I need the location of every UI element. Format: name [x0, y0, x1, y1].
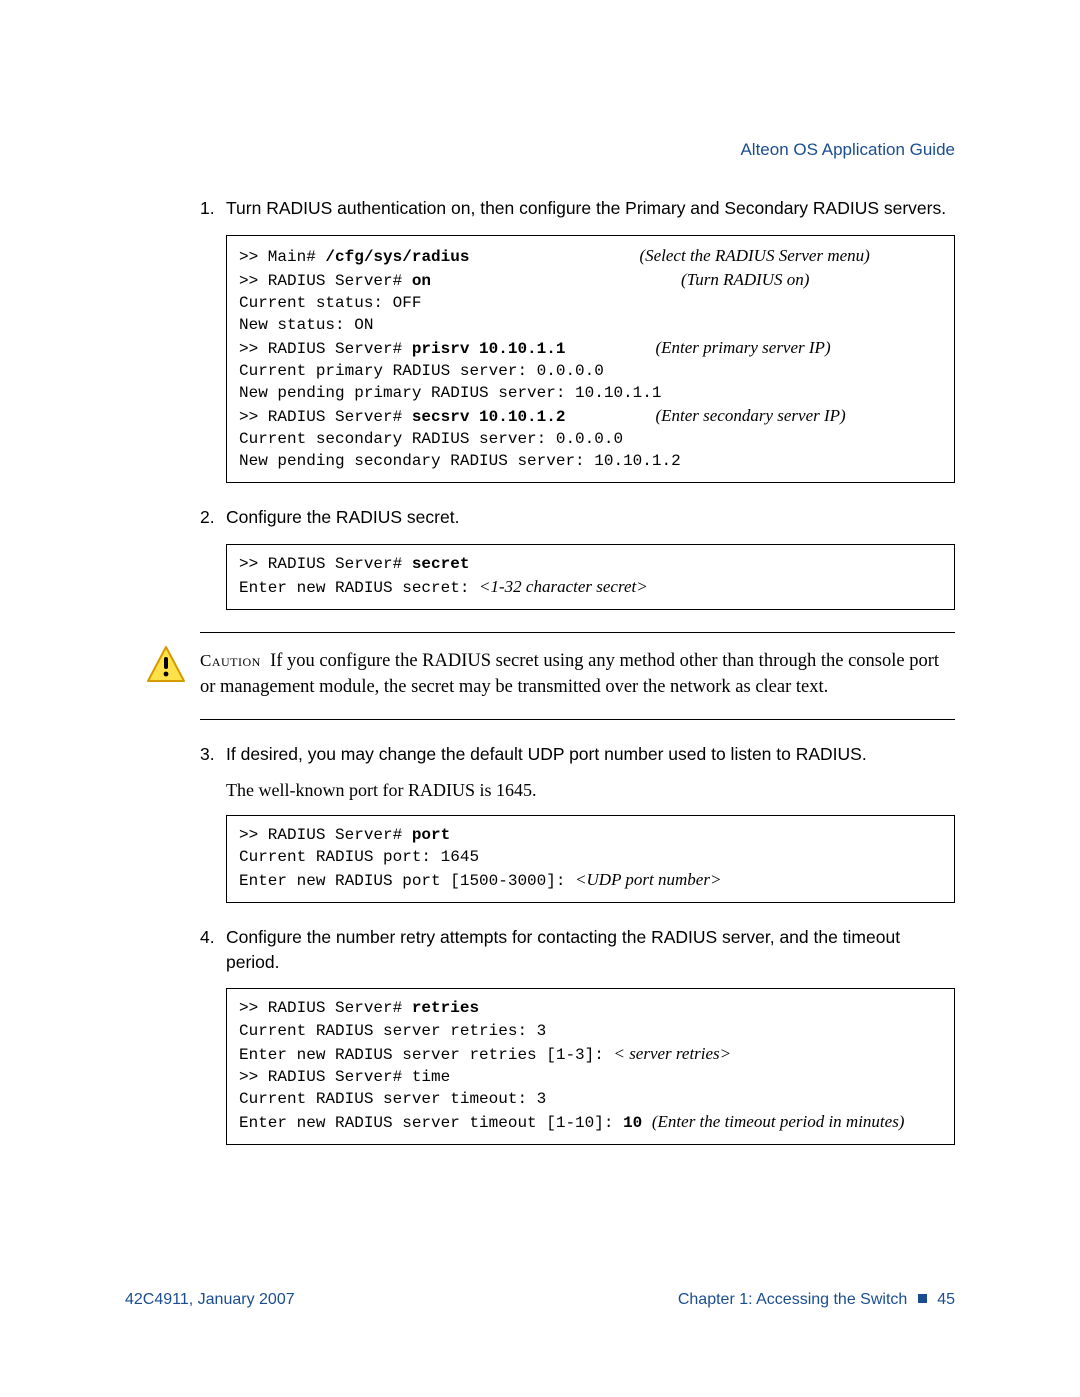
- step-2: 2. Configure the RADIUS secret.: [200, 505, 955, 530]
- page-footer: 42C4911, January 2007 Chapter 1: Accessi…: [125, 1291, 955, 1309]
- step-text: Configure the number retry attempts for …: [226, 925, 955, 974]
- code-annot: <UDP port number>: [575, 870, 721, 889]
- code-text: >> RADIUS Server#: [239, 555, 412, 573]
- code-annot: < server retries>: [613, 1044, 731, 1063]
- footer-right: Chapter 1: Accessing the Switch 45: [678, 1291, 955, 1309]
- code-cmd: secret: [412, 555, 470, 573]
- code-text: >> RADIUS Server#: [239, 272, 412, 290]
- step-number: 2.: [200, 505, 226, 530]
- code-text: >> RADIUS Server#: [239, 826, 412, 844]
- code-text: Current RADIUS port: 1645: [239, 846, 942, 868]
- code-text: >> RADIUS Server#: [239, 340, 412, 358]
- step-4: 4. Configure the number retry attempts f…: [200, 925, 955, 974]
- code-text: Enter new RADIUS port [1500-3000]:: [239, 872, 575, 890]
- code-text: Current status: OFF: [239, 292, 942, 314]
- warning-icon: [146, 645, 186, 683]
- code-cmd: port: [412, 826, 450, 844]
- code-annot: (Enter primary server IP): [655, 338, 830, 357]
- code-text: >> RADIUS Server# time: [239, 1066, 942, 1088]
- code-cmd: prisrv 10.10.1.1: [412, 340, 566, 358]
- code-block-4: >> RADIUS Server# retries Current RADIUS…: [226, 988, 955, 1144]
- step-text: Configure the RADIUS secret.: [226, 505, 955, 530]
- code-annot: (Turn RADIUS on): [681, 270, 809, 289]
- code-cmd: retries: [412, 999, 479, 1017]
- code-cmd: /cfg/sys/radius: [325, 248, 469, 266]
- caution-body: If you configure the RADIUS secret using…: [200, 651, 939, 697]
- footer-left: 42C4911, January 2007: [125, 1291, 295, 1309]
- step-1: 1. Turn RADIUS authentication on, then c…: [200, 196, 955, 221]
- code-annot: (Select the RADIUS Server menu): [639, 246, 869, 265]
- code-text: Enter new RADIUS server retries [1-3]:: [239, 1046, 613, 1064]
- step-3: 3. If desired, you may change the defaul…: [200, 742, 955, 767]
- code-cmd: on: [412, 272, 431, 290]
- code-text: Current secondary RADIUS server: 0.0.0.0: [239, 428, 942, 450]
- step-number: 4.: [200, 925, 226, 974]
- code-block-2: >> RADIUS Server# secret Enter new RADIU…: [226, 544, 955, 610]
- content-area: 1. Turn RADIUS authentication on, then c…: [200, 196, 955, 1167]
- caution-text: Caution If you configure the RADIUS secr…: [200, 649, 955, 701]
- code-cmd: 10: [623, 1114, 642, 1132]
- page-header: Alteon OS Application Guide: [740, 140, 955, 160]
- code-text: New pending primary RADIUS server: 10.10…: [239, 382, 942, 404]
- code-text: >> RADIUS Server#: [239, 999, 412, 1017]
- code-text: Enter new RADIUS server timeout [1-10]:: [239, 1114, 623, 1132]
- code-cmd: secsrv 10.10.1.2: [412, 408, 566, 426]
- step-text: If desired, you may change the default U…: [226, 742, 955, 767]
- step-text: Turn RADIUS authentication on, then conf…: [226, 196, 955, 221]
- step-number: 1.: [200, 196, 226, 221]
- code-block-3: >> RADIUS Server# port Current RADIUS po…: [226, 815, 955, 903]
- code-text: Enter new RADIUS secret:: [239, 579, 479, 597]
- code-text: >> Main#: [239, 248, 325, 266]
- step-3-paragraph: The well-known port for RADIUS is 1645.: [226, 780, 955, 801]
- square-icon: [918, 1294, 927, 1303]
- code-text: New pending secondary RADIUS server: 10.…: [239, 450, 942, 472]
- caution-block: Caution If you configure the RADIUS secr…: [200, 632, 955, 720]
- code-annot: (Enter secondary server IP): [655, 406, 845, 425]
- caution-label: Caution: [200, 651, 261, 670]
- code-block-1: >> Main# /cfg/sys/radius (Select the RADI…: [226, 235, 955, 484]
- step-number: 3.: [200, 742, 226, 767]
- code-text: New status: ON: [239, 314, 942, 336]
- footer-page: 45: [937, 1291, 955, 1308]
- code-text: Current RADIUS server retries: 3: [239, 1020, 942, 1042]
- code-text: Current RADIUS server timeout: 3: [239, 1088, 942, 1110]
- footer-chapter: Chapter 1: Accessing the Switch: [678, 1291, 907, 1308]
- page: Alteon OS Application Guide 1. Turn RADI…: [0, 0, 1080, 1397]
- code-annot: (Enter the timeout period in minutes): [652, 1112, 905, 1131]
- code-text: >> RADIUS Server#: [239, 408, 412, 426]
- code-text: Current primary RADIUS server: 0.0.0.0: [239, 360, 942, 382]
- code-annot: <1-32 character secret>: [479, 577, 648, 596]
